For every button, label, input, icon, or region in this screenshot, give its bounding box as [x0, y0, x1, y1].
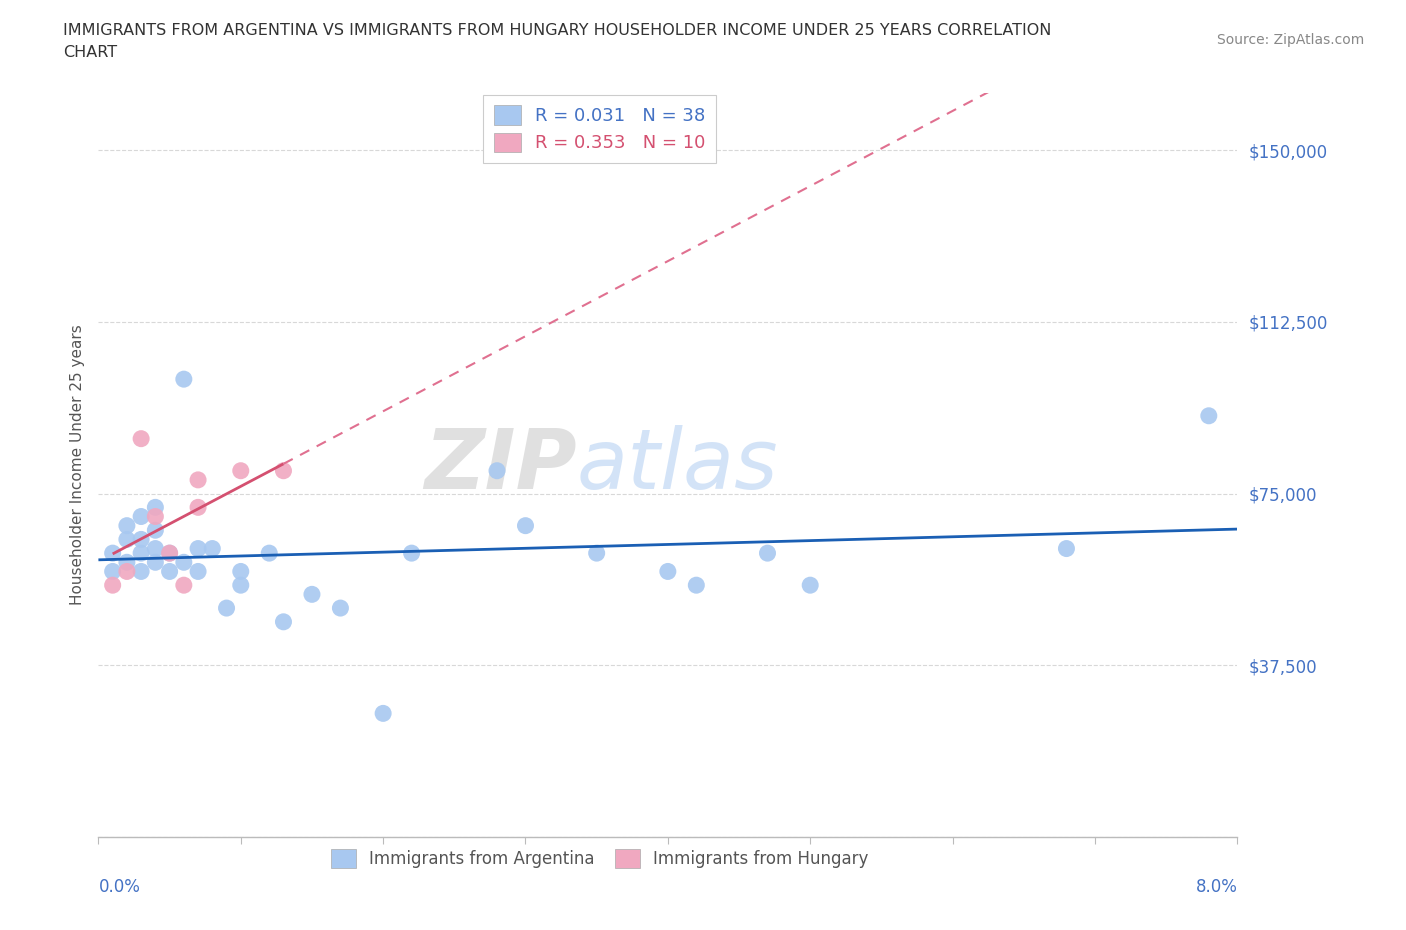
Point	[159, 546, 181, 561]
Point	[229, 564, 252, 578]
Text: CHART: CHART	[63, 45, 117, 60]
Text: ZIP: ZIP	[425, 424, 576, 506]
Point	[145, 500, 167, 515]
Text: 0.0%: 0.0%	[98, 878, 141, 896]
Text: 8.0%: 8.0%	[1195, 878, 1237, 896]
Point	[129, 546, 152, 561]
Point	[1198, 408, 1220, 423]
Point	[756, 546, 779, 561]
Point	[159, 546, 181, 561]
Point	[371, 706, 394, 721]
Point	[486, 463, 509, 478]
Point	[115, 518, 138, 533]
Point	[173, 372, 195, 387]
Point	[657, 564, 679, 578]
Point	[329, 601, 352, 616]
Point	[173, 578, 195, 592]
Point	[115, 564, 138, 578]
Point	[301, 587, 323, 602]
Text: IMMIGRANTS FROM ARGENTINA VS IMMIGRANTS FROM HUNGARY HOUSEHOLDER INCOME UNDER 25: IMMIGRANTS FROM ARGENTINA VS IMMIGRANTS …	[63, 23, 1052, 38]
Point	[145, 509, 167, 524]
Point	[401, 546, 423, 561]
Text: atlas: atlas	[576, 424, 779, 506]
Point	[187, 541, 209, 556]
Point	[173, 555, 195, 570]
Point	[229, 463, 252, 478]
Point	[129, 564, 152, 578]
Point	[115, 532, 138, 547]
Point	[145, 523, 167, 538]
Legend: Immigrants from Argentina, Immigrants from Hungary: Immigrants from Argentina, Immigrants fr…	[323, 843, 875, 875]
Point	[101, 564, 124, 578]
Point	[187, 472, 209, 487]
Point	[129, 532, 152, 547]
Point	[273, 463, 295, 478]
Point	[101, 546, 124, 561]
Point	[685, 578, 707, 592]
Point	[1056, 541, 1078, 556]
Y-axis label: Householder Income Under 25 years: Householder Income Under 25 years	[69, 325, 84, 605]
Point	[145, 541, 167, 556]
Point	[201, 541, 224, 556]
Point	[273, 615, 295, 630]
Point	[259, 546, 281, 561]
Point	[585, 546, 607, 561]
Point	[129, 509, 152, 524]
Point	[159, 564, 181, 578]
Point	[115, 555, 138, 570]
Point	[799, 578, 821, 592]
Point	[215, 601, 238, 616]
Point	[101, 578, 124, 592]
Point	[129, 432, 152, 446]
Point	[515, 518, 537, 533]
Point	[187, 500, 209, 515]
Point	[187, 564, 209, 578]
Point	[145, 555, 167, 570]
Text: Source: ZipAtlas.com: Source: ZipAtlas.com	[1216, 33, 1364, 46]
Point	[229, 578, 252, 592]
